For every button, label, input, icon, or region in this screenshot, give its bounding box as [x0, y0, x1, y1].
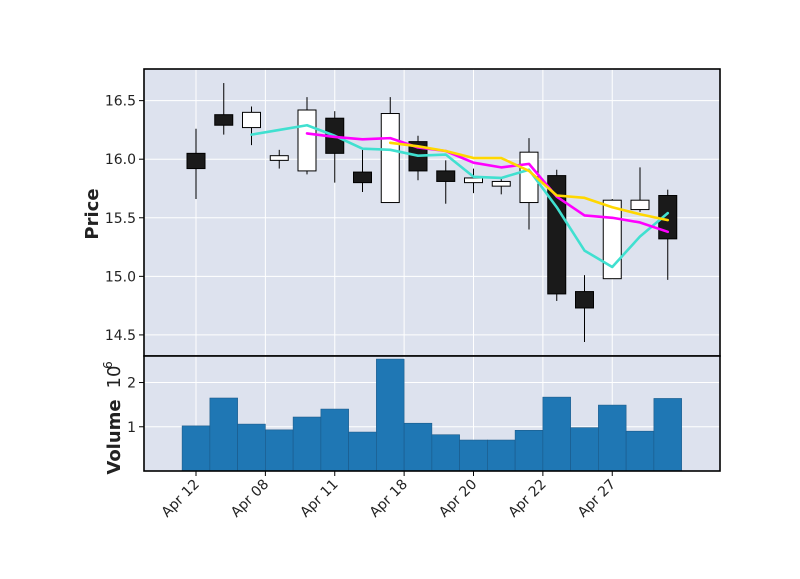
x-tick-label: Apr 18 [367, 477, 411, 521]
candle-body [380, 113, 400, 204]
moving-average-line [305, 132, 670, 234]
candle [214, 83, 234, 135]
volume-bar [431, 434, 460, 472]
candle [380, 97, 400, 204]
x-tick-label: Apr 20 [436, 477, 480, 521]
candle [658, 189, 678, 280]
candle-body [575, 291, 594, 309]
candle [491, 177, 511, 195]
volume-y-tick-label: 2 [127, 376, 136, 392]
volume-bar [348, 431, 377, 472]
volume-bar [514, 430, 544, 472]
candle [630, 167, 650, 212]
volume-panel-frame [143, 355, 721, 472]
candle [269, 149, 289, 169]
volume-bar [320, 408, 349, 472]
volume-bar [570, 427, 599, 472]
price-y-tick-label: 16.0 [105, 152, 136, 168]
candle-body [242, 111, 261, 129]
x-axis: Apr 12 Apr 08 Apr 11 Apr 18 Apr 20 Apr 22 Apr … [159, 471, 619, 521]
volume-y-tick-label: 1 [127, 420, 136, 436]
candle-body [269, 155, 289, 161]
x-tick-label: Apr 22 [506, 477, 550, 521]
volume-bar [209, 397, 238, 472]
price-y-tick-label: 16.5 [105, 94, 136, 110]
volume-bar [598, 404, 627, 472]
volume-bar [376, 358, 405, 472]
volume-bar [653, 398, 682, 472]
candle-body [186, 152, 206, 170]
candle [436, 160, 456, 204]
x-tick-label: Apr 27 [575, 477, 619, 521]
volume-bar [292, 416, 322, 472]
volume-bar [542, 396, 571, 472]
price-y-tick-label: 14.5 [105, 328, 136, 344]
volume-bar [487, 439, 516, 472]
volume-bar [625, 430, 655, 472]
candle [575, 275, 594, 342]
price-y-tick-label: 15.0 [105, 269, 136, 285]
candle-body [214, 114, 234, 126]
candle [353, 149, 372, 192]
price-y-tick-label: 15.5 [105, 211, 136, 227]
volume-bar [459, 439, 488, 472]
volume-exponent-base: 10 [104, 366, 125, 389]
candle [547, 169, 567, 301]
volume-axis-title: Volume [104, 399, 125, 474]
price-panel-background [144, 69, 720, 356]
volume-panel: 12 [127, 355, 721, 472]
price-axis-title: Price [82, 188, 103, 239]
price-panel: 14.5 15.0 15.5 16.0 16.5 [105, 68, 721, 357]
volume-bar [265, 429, 294, 472]
moving-average-line [388, 141, 670, 222]
moving-average-line [250, 123, 670, 269]
volume-bar [181, 425, 211, 472]
candle-body [547, 175, 567, 295]
x-tick-label: Apr 12 [159, 477, 203, 521]
x-tick-label: Apr 11 [297, 477, 341, 521]
candle-body [630, 199, 650, 211]
candle [186, 128, 206, 200]
candle-body [491, 180, 511, 187]
candle-body [464, 177, 483, 184]
volume-bar [237, 423, 266, 472]
volume-bar [403, 422, 433, 472]
candle-body [297, 109, 317, 172]
x-tick-label: Apr 08 [228, 477, 272, 521]
volume-exponent-power: 6 [101, 361, 115, 369]
candle-body [436, 170, 456, 182]
candle [242, 106, 261, 146]
candle-body [353, 171, 372, 184]
